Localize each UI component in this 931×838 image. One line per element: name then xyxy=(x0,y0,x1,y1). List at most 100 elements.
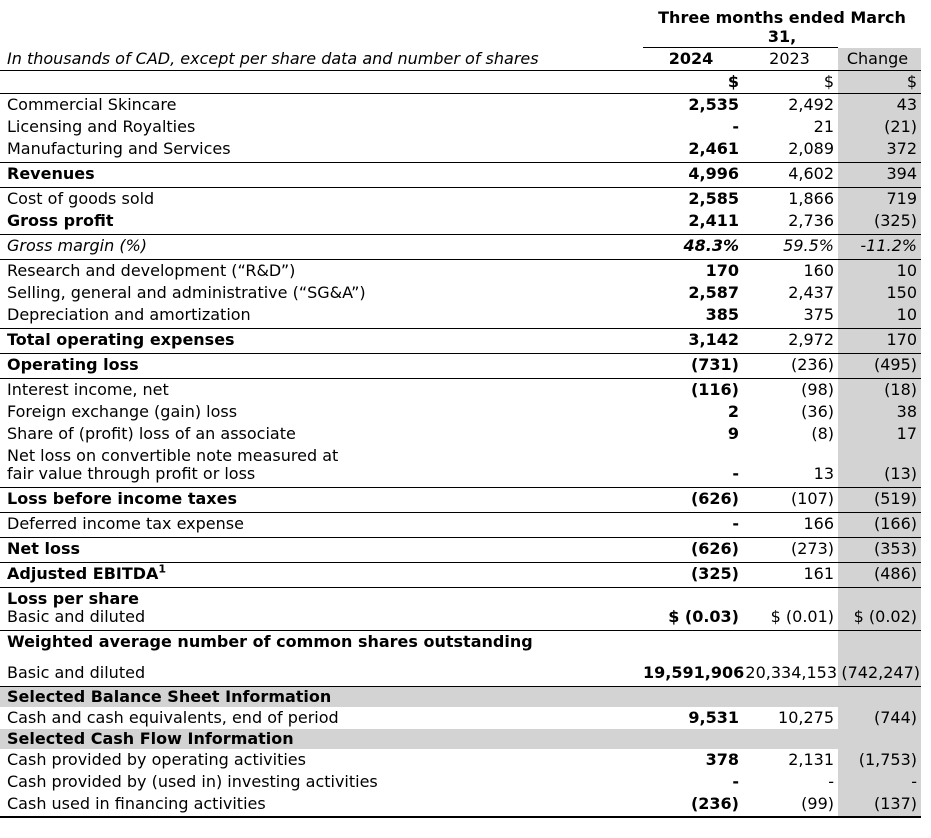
column-header-2024: 2024 xyxy=(643,47,745,71)
value-change: 17 xyxy=(838,423,921,445)
section-header-label: Selected Balance Sheet Information xyxy=(0,686,921,707)
column-header-2023: 2023 xyxy=(745,47,838,71)
value-change: 10 xyxy=(838,259,921,282)
value-2024: - xyxy=(643,445,745,488)
empty-header-cell xyxy=(838,6,921,48)
value-2024: 170 xyxy=(705,261,739,280)
value-2023: 2,131 xyxy=(788,750,834,769)
row-label: Loss before income taxes xyxy=(0,487,643,513)
value-change: (13) xyxy=(838,445,921,488)
value-2024: 19,591,906 xyxy=(643,662,745,687)
value-change: (486) xyxy=(838,562,921,588)
value-change: 372 xyxy=(838,138,921,163)
value-2023: (98) xyxy=(801,380,834,399)
value-2024: 4,996 xyxy=(643,162,745,188)
row-label: Licensing and Royalties xyxy=(7,117,196,136)
value-2024: 2,585 xyxy=(688,189,739,208)
column-header-row: In thousands of CAD, except per share da… xyxy=(0,47,921,71)
row-label-line2: Basic and diluted xyxy=(7,607,146,626)
empty-header-cell xyxy=(0,6,643,48)
value-change: (166) xyxy=(838,512,921,538)
currency-symbol-2023: $ xyxy=(745,70,838,94)
value-2024: 9 xyxy=(727,424,739,443)
row-label: Cash and cash equivalents, end of period xyxy=(7,708,339,727)
table-row: Basic and diluted 19,591,906 20,334,153 (74… xyxy=(0,662,921,687)
value-change: 719 xyxy=(838,187,921,210)
table-row: Net loss (626) (273) (353) xyxy=(0,537,921,563)
table-row: Commercial Skincare 2,535 2,492 43 xyxy=(0,93,921,116)
row-label: Research and development (“R&D”) xyxy=(7,261,296,280)
row-label: Depreciation and amortization xyxy=(0,304,643,329)
value-2024: $ (0.03) xyxy=(643,587,745,631)
value-2024: (236) xyxy=(643,793,745,818)
value-2023: $ (0.01) xyxy=(745,587,838,631)
row-label-line2: fair value through profit or loss xyxy=(7,464,256,483)
table-row: Gross profit 2,411 2,736 (325) xyxy=(0,210,921,235)
table-row: Loss per share Basic and diluted $ (0.03) $… xyxy=(0,587,921,631)
table-row: Net loss on convertible note measured at… xyxy=(0,445,921,488)
value-change: (1,753) xyxy=(838,749,921,771)
currency-symbol-row: $ $ $ xyxy=(0,70,921,94)
currency-symbol-change: $ xyxy=(838,70,921,94)
financial-summary-table: Three months ended March 31, In thousand… xyxy=(0,6,921,818)
value-2023: 59.5% xyxy=(745,234,838,260)
table-row: Licensing and Royalties - 21 (21) xyxy=(0,116,921,138)
footnote-marker: 1 xyxy=(158,562,167,576)
value-2024: 378 xyxy=(705,750,739,769)
table-row: Manufacturing and Services 2,461 2,089 372 xyxy=(0,138,921,163)
value-2023: 2,437 xyxy=(788,283,834,302)
table-row: Cash and cash equivalents, end of period… xyxy=(0,707,921,729)
value-2023: 160 xyxy=(803,261,834,280)
table-row: Research and development (“R&D”) 170 160 10 xyxy=(0,259,921,282)
row-label: Cash used in financing activities xyxy=(0,793,643,818)
value-2024: 2 xyxy=(727,402,739,421)
row-label: Commercial Skincare xyxy=(7,95,177,114)
table-row: Foreign exchange (gain) loss 2 (36) 38 xyxy=(0,401,921,423)
change-stripe-cell xyxy=(838,653,921,662)
value-change: 10 xyxy=(838,304,921,329)
value-2023: 1,866 xyxy=(788,189,834,208)
table-row: Loss before income taxes (626) (107) (519) xyxy=(0,487,921,513)
value-change: 170 xyxy=(838,328,921,354)
table-row: Operating loss (731) (236) (495) xyxy=(0,353,921,379)
value-2023: 2,736 xyxy=(745,210,838,235)
row-label: Gross margin (%) xyxy=(0,234,643,260)
table-body: Commercial Skincare 2,535 2,492 43 Licensing… xyxy=(0,93,921,818)
value-2024: (626) xyxy=(643,487,745,513)
section-header-row: Selected Balance Sheet Information xyxy=(0,686,921,707)
value-change: -11.2% xyxy=(838,234,921,260)
value-2024: 2,587 xyxy=(688,283,739,302)
row-label: Cash provided by operating activities xyxy=(7,750,306,769)
table-row: Total operating expenses 3,142 2,972 170 xyxy=(0,328,921,354)
row-label: Loss per share Basic and diluted xyxy=(0,587,643,631)
value-2024: - xyxy=(732,117,739,136)
row-label: Gross profit xyxy=(0,210,643,235)
table-row: Deferred income tax expense -166 (166) xyxy=(0,512,921,538)
row-label: Foreign exchange (gain) loss xyxy=(7,402,238,421)
row-label: Revenues xyxy=(0,162,643,188)
value-change: (325) xyxy=(838,210,921,235)
value-change: (742,247) xyxy=(838,662,921,687)
value-change: (495) xyxy=(838,353,921,379)
value-2024: 48.3% xyxy=(643,234,745,260)
row-label: Net loss on convertible note measured at… xyxy=(0,445,643,488)
value-change: (18) xyxy=(838,378,921,401)
value-change: 38 xyxy=(838,401,921,423)
value-2024: (731) xyxy=(643,353,745,379)
period-header-row: Three months ended March 31, xyxy=(0,6,921,48)
table-row: Revenues 4,996 4,602 394 xyxy=(0,162,921,188)
row-label: Net loss xyxy=(0,537,643,563)
table-row: Adjusted EBITDA1 (325) 161 (486) xyxy=(0,562,921,588)
value-change: 150 xyxy=(838,282,921,304)
section-header-row: Selected Cash Flow Information xyxy=(0,729,921,749)
row-label: Interest income, net xyxy=(7,380,169,399)
value-2024: (325) xyxy=(643,562,745,588)
value-change: - xyxy=(838,771,921,793)
value-2024: 9,531 xyxy=(688,708,739,727)
row-label: Weighted average number of common shares… xyxy=(7,632,533,651)
row-label: Cash provided by (used in) investing act… xyxy=(7,772,378,791)
empty-cell xyxy=(0,70,643,94)
value-2024: 2,461 xyxy=(643,138,745,163)
value-2023: (99) xyxy=(745,793,838,818)
value-change: 43 xyxy=(838,93,921,116)
